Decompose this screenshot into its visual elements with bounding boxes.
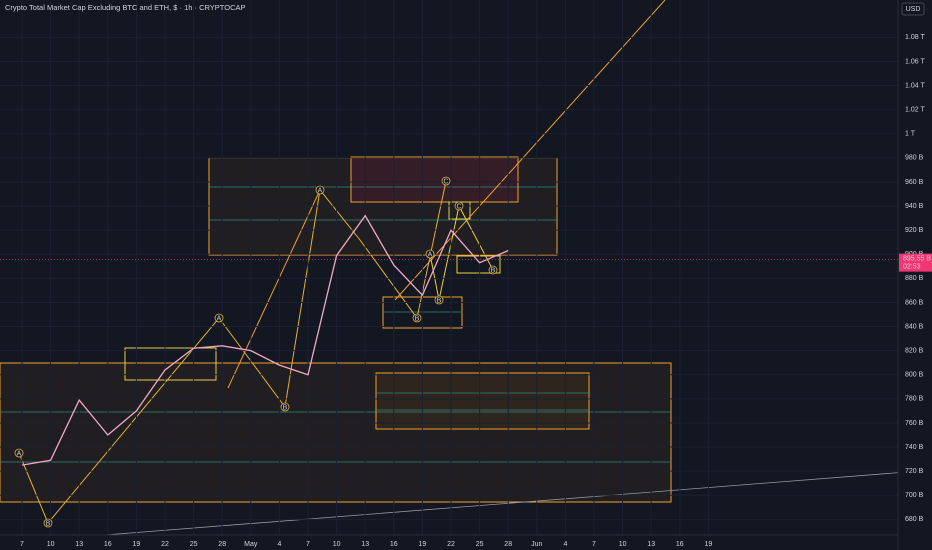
x-tick-label: 7 [592, 541, 596, 548]
price-line [21, 214, 509, 466]
x-tick-label: 10 [47, 541, 55, 548]
x-tick-label: 7 [306, 541, 310, 548]
wave-marker [412, 313, 422, 323]
price-axis [898, 0, 932, 550]
x-tick-label: 4 [563, 541, 567, 548]
wave-label: B [437, 297, 442, 304]
y-tick-label: 700 B [905, 492, 924, 499]
currency-button[interactable] [901, 2, 925, 16]
x-tick-label: 22 [447, 541, 455, 548]
wave-label: B [415, 315, 420, 322]
y-tick-label: 840 B [905, 323, 924, 330]
wave-label: A [217, 315, 222, 322]
y-tick-label: 800 B [905, 372, 924, 379]
wave-marker [434, 295, 444, 305]
x-tick-label: 19 [133, 541, 141, 548]
last-price-label: 895.55 B [903, 255, 931, 262]
x-tick-label: 13 [75, 541, 83, 548]
x-tick-label: 10 [333, 541, 341, 548]
x-tick-label: 25 [476, 541, 484, 548]
x-tick-label: 19 [705, 541, 713, 548]
wave-label: A [428, 251, 433, 258]
x-tick-label: 28 [504, 541, 512, 548]
y-tick-label: 1.02 T [905, 106, 925, 113]
wave-marker [214, 313, 224, 323]
y-tick-label: 1.08 T [905, 34, 925, 41]
y-tick-label: 1.04 T [905, 82, 925, 89]
x-tick-label: 19 [419, 541, 427, 548]
wave-label: A [17, 450, 22, 457]
y-tick-label: 740 B [905, 444, 924, 451]
wave-marker [280, 402, 290, 412]
countdown: 02:53 [903, 263, 921, 270]
y-tick-label: 1 T [905, 131, 916, 138]
x-tick-label: Jun [531, 541, 542, 548]
wave-marker [488, 265, 498, 275]
drawings [0, 0, 932, 536]
y-tick-label: 920 B [905, 227, 924, 234]
x-tick-label: 16 [390, 541, 398, 548]
x-tick-label: 13 [361, 541, 369, 548]
wave-marker [454, 201, 464, 211]
wave-label: B [491, 267, 496, 274]
x-tick-label: 4 [277, 541, 281, 548]
y-tick-label: 680 B [905, 516, 924, 523]
x-tick-label: 16 [676, 541, 684, 548]
x-tick-label: 7 [20, 541, 24, 548]
y-tick-label: 1.06 T [905, 58, 925, 65]
wave-label: C [443, 178, 448, 185]
wave-label: C [456, 203, 461, 210]
y-tick-label: 980 B [905, 155, 924, 162]
wave-marker [315, 185, 325, 195]
wave-marker [441, 176, 451, 186]
y-tick-label: 960 B [905, 179, 924, 186]
x-tick-label: May [244, 541, 258, 548]
x-tick-label: 28 [218, 541, 226, 548]
y-tick-label: 880 B [905, 275, 924, 282]
plot [0, 0, 898, 535]
wave-label: B [46, 520, 51, 527]
x-tick-label: 25 [190, 541, 198, 548]
x-tick-label: 22 [161, 541, 169, 548]
x-tick-label: 13 [647, 541, 655, 548]
chart-title: Crypto Total Market Cap Excluding BTC an… [5, 3, 246, 12]
x-tick-label: 10 [619, 541, 627, 548]
wave-marker [14, 448, 24, 458]
currency-label[interactable]: USD [906, 6, 921, 13]
y-tick-label: 780 B [905, 396, 924, 403]
last-price-tag [899, 253, 932, 272]
wave-marker [43, 518, 53, 528]
y-tick-label: 760 B [905, 420, 924, 427]
y-tick-label: 720 B [905, 468, 924, 475]
wave-label: B [283, 404, 288, 411]
x-tick-label: 16 [104, 541, 112, 548]
y-tick-label: 860 B [905, 299, 924, 306]
wave-marker [425, 249, 435, 259]
wave-label: A [318, 187, 323, 194]
y-tick-label: 940 B [905, 203, 924, 210]
y-tick-label: 820 B [905, 347, 924, 354]
